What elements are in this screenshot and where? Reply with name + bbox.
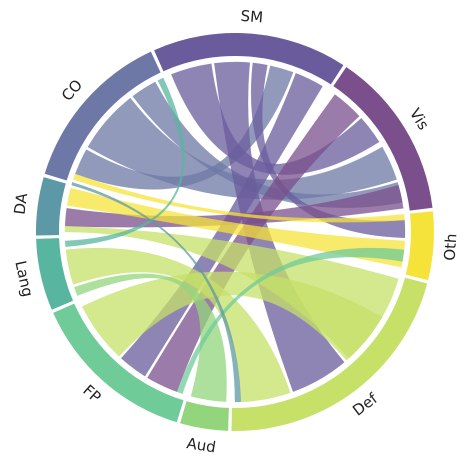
segment-arc-fp <box>53 303 184 423</box>
segment-label-fp: FP <box>79 381 104 406</box>
ribbon-def-fp <box>81 271 383 361</box>
segment-arc-lang <box>36 238 73 310</box>
segment-label-lang: Lang <box>11 259 36 299</box>
ribbon-oth-co <box>72 173 405 223</box>
segment-arc-def <box>231 277 428 432</box>
segment-arc-da <box>35 177 66 236</box>
segment-label-co: CO <box>58 76 86 105</box>
segment-arc-oth <box>405 211 434 281</box>
segment-arc-sm <box>154 33 344 85</box>
ribbon-da-def <box>71 181 242 403</box>
ribbon-aud-lang <box>73 273 227 403</box>
segment-arcs <box>35 33 434 432</box>
ribbon-oth-da <box>66 187 406 268</box>
segment-label-vis: Vis <box>406 105 433 133</box>
ribbon-lang-co <box>64 77 185 248</box>
segment-label-oth: Oth <box>441 233 461 261</box>
ribbon-fp-oth <box>176 247 405 395</box>
ribbons <box>64 61 406 403</box>
segment-arc-vis <box>333 67 433 211</box>
ribbon-co-vis <box>87 97 398 200</box>
segment-label-def: Def <box>349 389 381 419</box>
segment-label-aud: Aud <box>185 434 217 456</box>
segment-arc-aud <box>180 401 229 431</box>
segment-arc-co <box>44 51 161 181</box>
segment-label-sm: SM <box>240 7 264 27</box>
segment-label-da: DA <box>10 191 31 215</box>
